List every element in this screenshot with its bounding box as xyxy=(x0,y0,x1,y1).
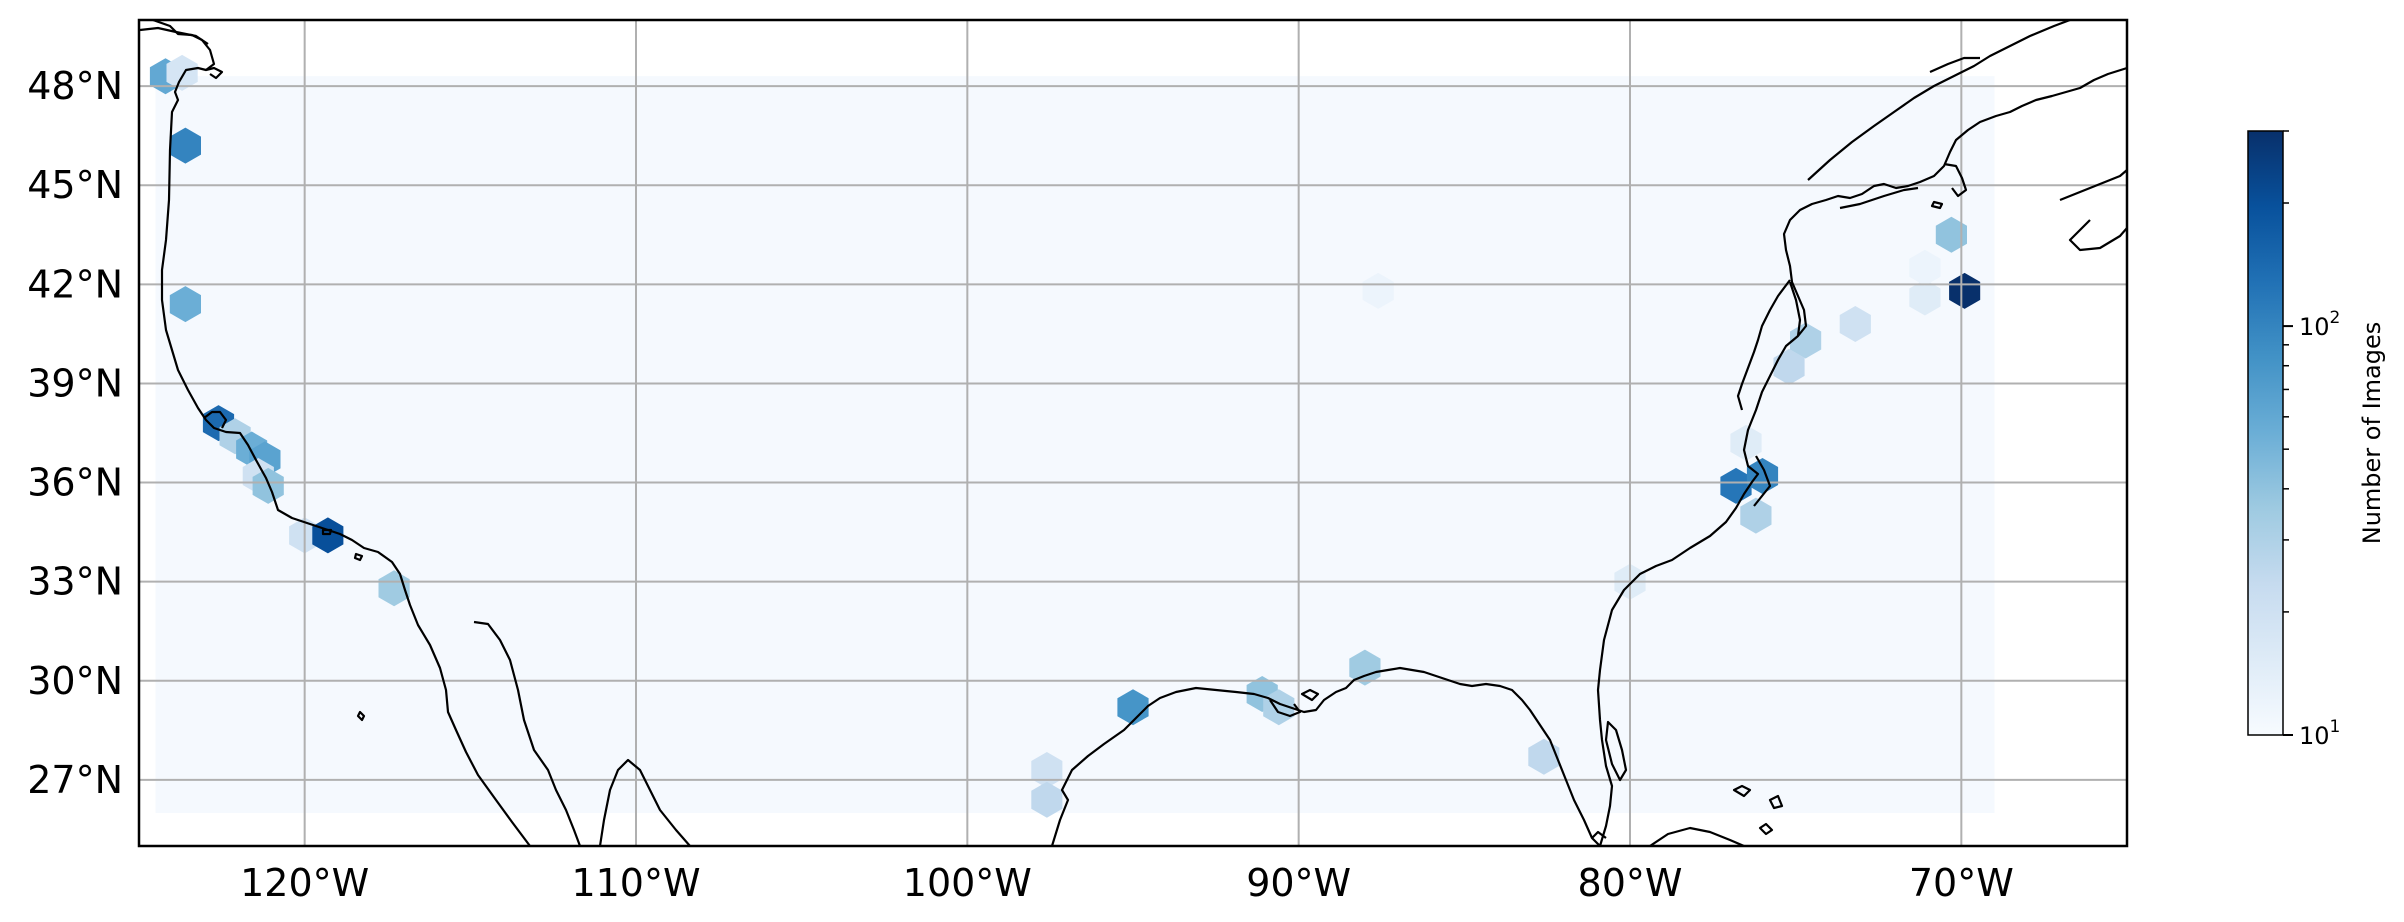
colorbar-tick-label: 101 xyxy=(2299,717,2340,750)
lat-tick-label: 39°N xyxy=(27,361,123,405)
lon-tick-label: 120°W xyxy=(240,861,369,905)
map-axes: 120°W 110°W 100°W 90°W 80°W 70°W 48°N 45°N 42°N 3… xyxy=(27,18,2129,905)
lon-tick-label: 110°W xyxy=(571,861,700,905)
coastline-cape-cod xyxy=(1943,162,1968,198)
colorbar-ticks: 101 102 xyxy=(2283,130,2340,750)
coastline-bahamas xyxy=(1732,784,1752,798)
coastlines xyxy=(139,20,2127,846)
coastline-island-b xyxy=(353,552,364,562)
coastline-bahamas-3 xyxy=(1758,822,1774,836)
lat-tick-label: 42°N xyxy=(27,262,123,306)
coastline-delmarva xyxy=(1788,281,1802,337)
hexbin-background-layer xyxy=(155,76,1995,813)
lat-tick-label: 45°N xyxy=(27,163,123,207)
hexbin-cell xyxy=(169,286,201,323)
coastline-nova-scotia-north xyxy=(2059,169,2127,202)
hexbin-cell xyxy=(1935,216,1967,253)
hexbin-background xyxy=(155,76,1995,813)
coastline-pamlico xyxy=(1753,455,1772,507)
hexbin-cell xyxy=(1528,738,1560,775)
colorbar-gradient xyxy=(2247,130,2284,736)
coastline-vancouver-island xyxy=(139,26,209,45)
coastline-baja-east xyxy=(473,620,582,846)
hexbin-cell xyxy=(1740,497,1772,534)
lat-tick-label: 33°N xyxy=(27,560,123,604)
coastline-cuba xyxy=(1649,826,1745,846)
colorbar-label: Number of Images xyxy=(2358,322,2386,544)
coastline-island-a xyxy=(321,528,333,536)
coastline-bahamas-2 xyxy=(1768,794,1784,810)
coastline-gaspe xyxy=(1929,56,1980,74)
hexbin-cell xyxy=(1117,689,1149,726)
lat-tick-label: 27°N xyxy=(27,758,123,802)
lon-tick-label: 80°W xyxy=(1578,861,1683,905)
lon-tick-label: 70°W xyxy=(1909,861,2014,905)
coastline-florida-keys xyxy=(1591,830,1607,839)
hexbin-cell xyxy=(169,127,201,164)
lat-tick-label: 48°N xyxy=(27,64,123,108)
coastline-lake-okeechobee xyxy=(1604,720,1628,782)
hexbin-cell xyxy=(1909,249,1941,286)
coastline-nantucket xyxy=(1930,200,1944,210)
coastline-gulf xyxy=(1050,666,1601,846)
coastline-st-lawrence xyxy=(1807,20,2071,181)
gridlines xyxy=(139,20,2127,846)
colorbar-tick-label: 102 xyxy=(2299,308,2340,341)
hexbin-cell xyxy=(1349,649,1381,686)
hexbin-cell xyxy=(1839,306,1871,342)
hexbin-cell xyxy=(1909,279,1941,316)
coastline-mississippi-delta xyxy=(1269,699,1302,718)
coastline-west xyxy=(152,20,531,846)
map-axes-frame xyxy=(137,18,2129,848)
hexbin-cell xyxy=(1031,781,1063,818)
hexbin-cell xyxy=(1773,348,1805,385)
lat-tick-label: 36°N xyxy=(27,461,123,505)
coastline-puget xyxy=(205,66,224,80)
coastline-nova-scotia xyxy=(2068,219,2127,252)
coastline-lake-pontchartrain xyxy=(1300,688,1320,702)
coastline-chesapeake xyxy=(1736,279,1791,411)
hexbin-cell xyxy=(1263,689,1295,726)
hexbin-cell xyxy=(166,54,198,91)
coastline-east xyxy=(1596,66,2127,846)
coastline-island-c xyxy=(356,710,366,722)
colorbar: 101 102 Number of Images xyxy=(2247,130,2386,750)
hexbin-cell xyxy=(1949,272,1981,309)
hexbin-cell xyxy=(1362,272,1394,309)
coastline-mexico-west xyxy=(598,758,691,846)
axis-ticks: 120°W 110°W 100°W 90°W 80°W 70°W 48°N 45°N 42°N 3… xyxy=(27,64,2014,905)
lat-tick-label: 30°N xyxy=(27,659,123,703)
lon-tick-label: 90°W xyxy=(1246,861,1351,905)
lon-tick-label: 100°W xyxy=(903,861,1032,905)
coastline-long-island xyxy=(1839,186,1919,210)
coastline-sf-bay xyxy=(203,410,228,429)
